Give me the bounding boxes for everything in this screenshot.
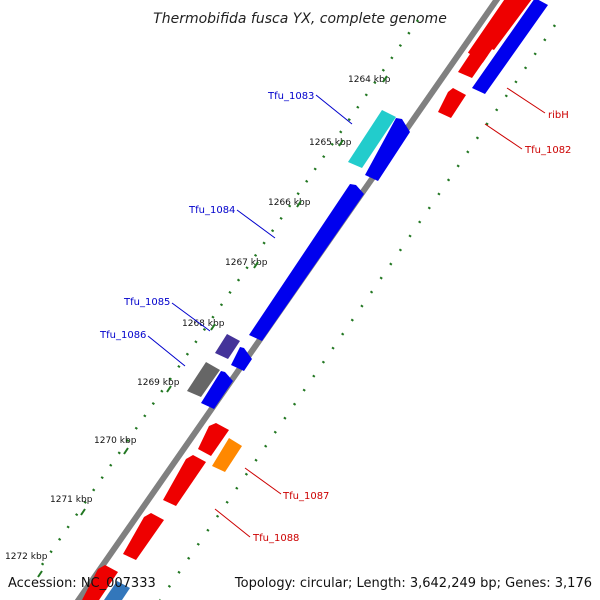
tick-1270: 1270 kbp <box>94 436 137 446</box>
gene-red-ribh-arrow[interactable] <box>458 48 488 78</box>
label-tfu1086[interactable]: Tfu_1086 <box>99 330 146 341</box>
leader-tfu1084 <box>236 209 276 239</box>
label-tfu1088[interactable]: Tfu_1088 <box>252 533 299 544</box>
leader-ribh <box>506 87 546 114</box>
label-tfu1083[interactable]: Tfu_1083 <box>267 91 314 102</box>
label-tfu1082[interactable]: Tfu_1082 <box>524 145 571 156</box>
gene-steelblue-bottom[interactable] <box>104 581 130 600</box>
gene-red-1270a[interactable] <box>198 423 229 456</box>
gene-tfu1083[interactable] <box>348 110 396 168</box>
gene-blue-1265[interactable] <box>365 118 410 181</box>
label-tfu1084[interactable]: Tfu_1084 <box>188 205 235 216</box>
gene-blue-1269[interactable] <box>201 371 233 409</box>
tick-1272: 1272 kbp <box>5 552 48 562</box>
label-tfu1085[interactable]: Tfu_1085 <box>123 297 170 308</box>
leader-tfu1088 <box>214 508 251 538</box>
tick-1266: 1266 kbp <box>268 198 311 208</box>
dotted-track-right <box>158 24 557 600</box>
gene-tfu1085[interactable] <box>215 334 240 359</box>
gene-blue-1268[interactable] <box>231 347 252 371</box>
label-tfu1087[interactable]: Tfu_1087 <box>282 491 329 502</box>
tick-1268: 1268 kbp <box>182 319 225 329</box>
tick-1267: 1267 kbp <box>225 258 268 268</box>
gene-tfu1087[interactable] <box>212 438 242 472</box>
leader-tfu1087 <box>244 467 282 495</box>
tick-1265: 1265 kbp <box>309 138 352 148</box>
label-ribh[interactable]: ribH <box>548 110 569 121</box>
gene-tfu1088[interactable] <box>163 455 206 506</box>
leader-tfu1082 <box>484 123 523 150</box>
gene-blue-upper[interactable] <box>472 0 548 94</box>
gene-tfu1084[interactable] <box>249 184 364 341</box>
tick-1264: 1264 kbp <box>348 75 391 85</box>
genome-title: Thermobifida fusca YX, complete genome <box>153 11 447 27</box>
tick-1271: 1271 kbp <box>50 495 93 505</box>
dotted-track-inner-left <box>33 19 420 576</box>
leader-tfu1083 <box>315 94 353 125</box>
gene-tfu1082[interactable] <box>438 88 466 118</box>
tick-marks <box>37 75 388 578</box>
gene-red-1272b[interactable] <box>82 565 118 600</box>
leader-tfu1086 <box>147 335 186 367</box>
accession-label: Accession: NC_007333 <box>8 576 156 591</box>
gene-tfu1086[interactable] <box>187 362 220 397</box>
tick-1269: 1269 kbp <box>137 378 180 388</box>
leader-tfu1085 <box>171 302 211 332</box>
gene-red-1272a[interactable] <box>123 513 164 560</box>
topology-label: Topology: circular; Length: 3,642,249 bp… <box>234 576 592 591</box>
gene-red-upper[interactable] <box>480 0 535 50</box>
